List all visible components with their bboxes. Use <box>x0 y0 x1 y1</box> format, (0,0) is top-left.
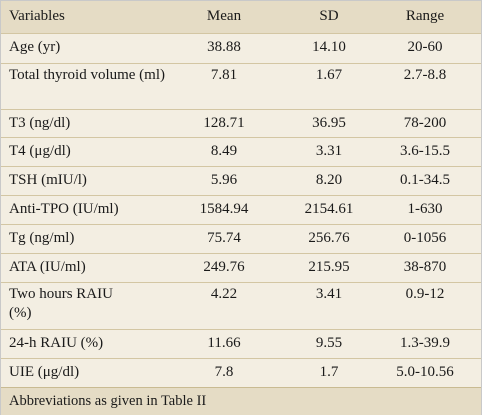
row-divider <box>1 253 481 254</box>
cell-mean: 38.88 <box>207 39 241 55</box>
table-row: ATA (IU/ml) 249.76 215.95 38-870 <box>1 253 481 282</box>
table-row: Two hours RAIU (%) 4.22 3.41 0.9-12 <box>1 282 481 329</box>
cell-range: 3.6-15.5 <box>400 143 450 159</box>
row-divider <box>1 33 481 34</box>
cell-variable: Anti-TPO (IU/ml) <box>9 201 119 217</box>
cell-sd: 3.31 <box>315 143 343 159</box>
cell-range: 20-60 <box>407 39 443 55</box>
cell-sd: 3.41 <box>315 286 343 302</box>
table-row: Anti-TPO (IU/ml) 1584.94 2154.61 1-630 <box>1 195 481 224</box>
cell-mean: 8.49 <box>210 143 238 159</box>
cell-mean: 75.74 <box>207 230 241 246</box>
cell-variable: T3 (ng/dl) <box>9 115 71 131</box>
cell-sd: 36.95 <box>312 115 346 131</box>
table-row: T4 (μg/dl) 8.49 3.31 3.6-15.5 <box>1 137 481 166</box>
row-divider <box>1 137 481 138</box>
row-divider <box>1 109 481 110</box>
cell-range: 2.7-8.8 <box>403 67 447 83</box>
header-range: Range <box>405 8 445 24</box>
row-divider <box>1 224 481 225</box>
cell-sd: 9.55 <box>315 335 343 351</box>
cell-sd: 2154.61 <box>304 201 354 217</box>
cell-range: 78-200 <box>403 115 447 131</box>
cell-range: 5.0-10.56 <box>396 364 454 380</box>
cell-range: 1.3-39.9 <box>400 335 450 351</box>
cell-mean: 11.66 <box>207 335 241 351</box>
row-divider <box>1 195 481 196</box>
cell-mean: 1584.94 <box>199 201 249 217</box>
cell-sd: 1.67 <box>315 67 343 83</box>
cell-variable: ATA (IU/ml) <box>9 259 86 275</box>
table-footnote: Abbreviations as given in Table II <box>1 387 481 415</box>
row-divider <box>1 358 481 359</box>
cell-sd: 14.10 <box>312 39 346 55</box>
cell-mean: 128.71 <box>203 115 245 131</box>
cell-variable: Total thyroid volume (ml) <box>9 67 166 83</box>
cell-sd: 8.20 <box>315 172 343 188</box>
cell-mean: 7.8 <box>214 364 234 380</box>
table-row: Tg (ng/ml) 75.74 256.76 0-1056 <box>1 224 481 253</box>
cell-variable: TSH (mIU/l) <box>9 172 87 188</box>
header-mean: Mean <box>206 8 242 24</box>
cell-range: 0.1-34.5 <box>400 172 450 188</box>
cell-mean: 249.76 <box>203 259 245 275</box>
cell-range: 38-870 <box>403 259 447 275</box>
cell-mean: 4.22 <box>210 286 238 302</box>
footnote-text: Abbreviations as given in Table II <box>9 393 207 409</box>
row-divider <box>1 166 481 167</box>
table-row: UIE (μg/dl) 7.8 1.7 5.0-10.56 <box>1 358 481 387</box>
table-row: T3 (ng/dl) 128.71 36.95 78-200 <box>1 109 481 137</box>
cell-variable: T4 (μg/dl) <box>9 143 71 159</box>
cell-mean: 5.96 <box>210 172 238 188</box>
table-row: TSH (mIU/l) 5.96 8.20 0.1-34.5 <box>1 166 481 195</box>
cell-range: 1-630 <box>407 201 443 217</box>
cell-sd: 256.76 <box>308 230 350 246</box>
cell-sd: 215.95 <box>308 259 350 275</box>
cell-variable: UIE (μg/dl) <box>9 364 80 380</box>
cell-variable: Two hours RAIU (%) <box>9 286 113 321</box>
header-sd: SD <box>319 8 339 24</box>
table-row: Age (yr) 38.88 14.10 20-60 <box>1 33 481 63</box>
row-divider <box>1 329 481 330</box>
cell-sd: 1.7 <box>319 364 339 380</box>
cell-variable: Age (yr) <box>9 39 61 55</box>
table-header-row: Variables Mean SD Range <box>1 1 481 33</box>
row-divider <box>1 63 481 64</box>
table-row: 24-h RAIU (%) 11.66 9.55 1.3-39.9 <box>1 329 481 358</box>
row-divider <box>1 282 481 283</box>
cell-range: 0.9-12 <box>405 286 445 302</box>
header-variables: Variables <box>9 8 65 24</box>
table-row: Total thyroid volume (ml) 7.81 1.67 2.7-… <box>1 63 481 109</box>
cell-mean: 7.81 <box>210 67 238 83</box>
cell-range: 0-1056 <box>403 230 447 246</box>
cell-variable: Tg (ng/ml) <box>9 230 75 246</box>
cell-variable: 24-h RAIU (%) <box>9 335 104 351</box>
